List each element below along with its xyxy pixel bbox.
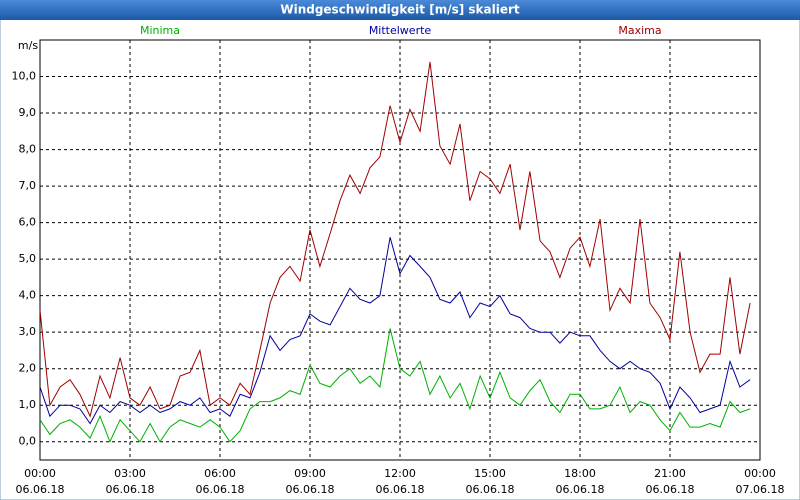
y-tick-label: 9,0 [19,106,37,119]
y-tick-label: 10,0 [12,70,37,83]
x-tick-label: 00:00 [744,467,776,480]
title-bar [0,0,800,20]
legend-entry: Minima [140,24,180,37]
x-tick-date: 06.06.18 [466,483,515,496]
x-tick-date: 06.06.18 [646,483,695,496]
x-tick-date: 06.06.18 [196,483,245,496]
x-tick-date: 06.06.18 [556,483,605,496]
x-tick-date: 06.06.18 [376,483,425,496]
x-tick-date: 07.06.18 [736,483,785,496]
x-tick-label: 00:00 [24,467,56,480]
y-tick-label: 6,0 [19,216,37,229]
x-tick-date: 06.06.18 [16,483,65,496]
x-tick-label: 12:00 [384,467,416,480]
y-tick-label: 7,0 [19,179,37,192]
chart-title: Windgeschwindigkeit [m/s] skaliert [280,3,520,17]
series-line [39,328,751,443]
y-tick-label: 4,0 [19,289,37,302]
legend-entry: Maxima [618,24,661,37]
y-tick-label: 1,0 [19,398,37,411]
y-tick-label: 8,0 [19,143,37,156]
series-line [39,237,751,425]
x-tick-label: 15:00 [474,467,506,480]
x-tick-label: 21:00 [654,467,686,480]
y-unit: m/s [18,39,38,52]
x-tick-label: 09:00 [294,467,326,480]
series-line [39,61,751,418]
x-tick-date: 06.06.18 [286,483,335,496]
x-tick-label: 18:00 [564,467,596,480]
x-tick-label: 03:00 [114,467,146,480]
y-tick-label: 2,0 [19,362,37,375]
y-tick-label: 5,0 [19,252,37,265]
x-tick-label: 06:00 [204,467,236,480]
legend-entry: Mittelwerte [369,24,432,37]
y-tick-label: 3,0 [19,325,37,338]
x-tick-date: 06.06.18 [106,483,155,496]
y-tick-label: 0,0 [19,435,37,448]
